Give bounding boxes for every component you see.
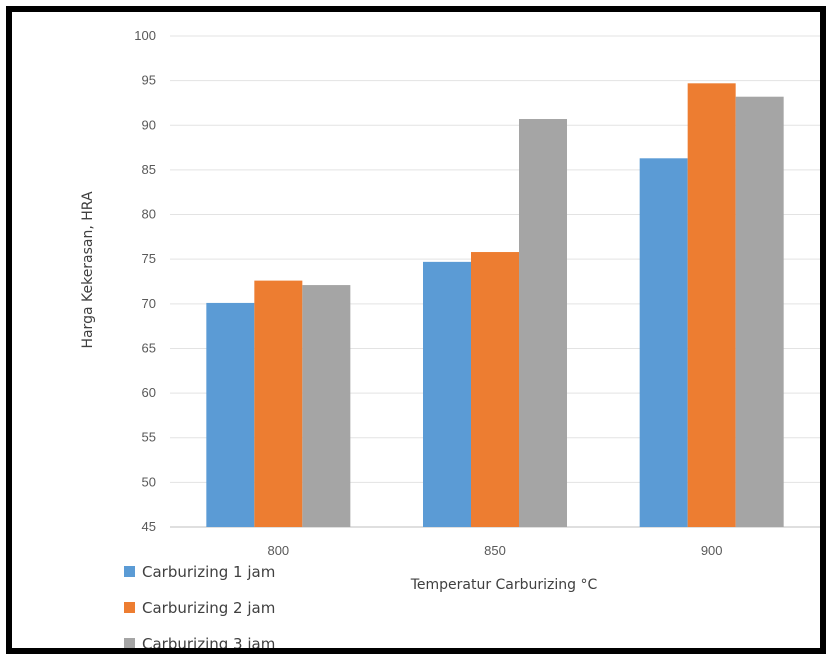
bar-chart: 45 50 55 60 65 70 75 80 85 90 95 100 800 850 900 Harg… bbox=[80, 28, 820, 648]
y-tick-label: 65 bbox=[142, 340, 156, 355]
y-tick-label: 80 bbox=[142, 207, 156, 222]
legend-swatch bbox=[124, 638, 135, 648]
y-tick-label: 55 bbox=[142, 430, 156, 445]
bar-carburizing-3-jam-900 bbox=[735, 96, 784, 528]
legend-label: Carburizing 2 jam bbox=[142, 599, 275, 617]
y-tick-label: 45 bbox=[142, 519, 156, 534]
bar-carburizing-1-jam-900 bbox=[639, 158, 688, 527]
bar-carburizing-3-jam-800 bbox=[302, 285, 351, 527]
y-tick-label: 75 bbox=[142, 251, 156, 266]
bar-carburizing-1-jam-850 bbox=[423, 261, 471, 527]
bars bbox=[206, 83, 784, 528]
bar-carburizing-1-jam-800 bbox=[206, 302, 255, 527]
x-tick-label: 850 bbox=[484, 543, 506, 558]
legend-swatch bbox=[124, 602, 135, 613]
y-tick-label: 60 bbox=[142, 385, 156, 400]
x-tick-label: 800 bbox=[267, 543, 289, 558]
legend-label: Carburizing 3 jam bbox=[142, 635, 275, 648]
bar-carburizing-3-jam-850 bbox=[519, 119, 567, 528]
legend-label: Carburizing 1 jam bbox=[142, 563, 275, 581]
legend: Carburizing 1 jam Carburizing 2 jam Carbur… bbox=[124, 563, 275, 648]
chart-frame: 45 50 55 60 65 70 75 80 85 90 95 100 800 850 900 Harg… bbox=[6, 6, 826, 654]
bar-carburizing-2-jam-800 bbox=[254, 280, 303, 527]
y-tick-label: 95 bbox=[142, 73, 156, 88]
y-tick-label: 50 bbox=[142, 474, 156, 489]
y-axis-title: Harga Kekerasan, HRA bbox=[80, 191, 96, 349]
y-tick-label: 70 bbox=[142, 296, 156, 311]
bar-carburizing-2-jam-850 bbox=[471, 252, 519, 528]
x-tick-labels: 800 850 900 bbox=[267, 543, 722, 558]
x-tick-label: 900 bbox=[701, 543, 723, 558]
y-tick-label: 85 bbox=[142, 162, 156, 177]
x-axis-title: Temperatur Carburizing °C bbox=[410, 577, 598, 593]
y-tick-label: 90 bbox=[142, 117, 156, 132]
y-tick-label: 100 bbox=[134, 28, 156, 43]
y-tick-labels: 45 50 55 60 65 70 75 80 85 90 95 100 bbox=[134, 28, 156, 534]
bar-carburizing-2-jam-900 bbox=[687, 83, 736, 527]
legend-swatch bbox=[124, 566, 135, 577]
